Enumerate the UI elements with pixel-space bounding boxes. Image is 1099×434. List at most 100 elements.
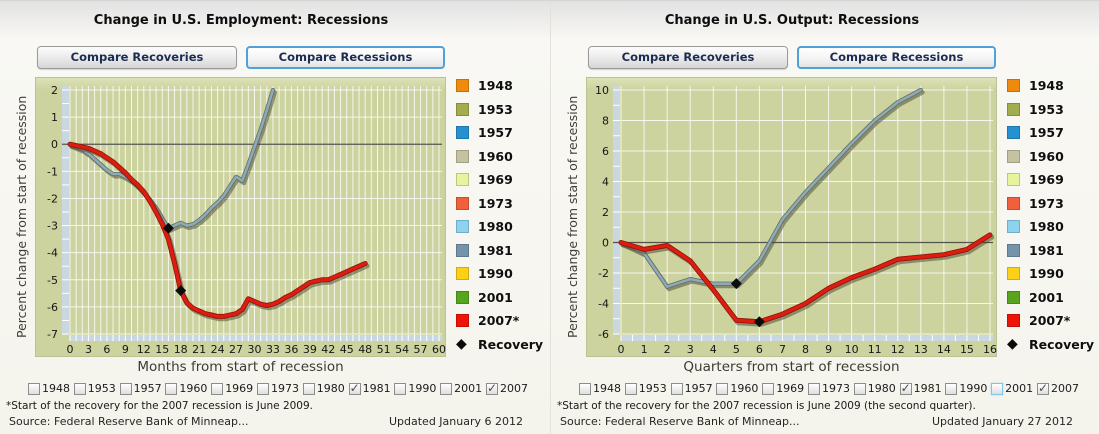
legend-color-swatch bbox=[456, 243, 469, 257]
compare-recoveries-button[interactable]: Compare Recoveries bbox=[588, 46, 788, 69]
svg-text:7: 7 bbox=[779, 343, 786, 356]
svg-text:33: 33 bbox=[266, 343, 280, 356]
checkbox-label: 1980 bbox=[316, 382, 345, 395]
checkbox-box[interactable] bbox=[73, 382, 86, 395]
checkbox-box[interactable] bbox=[807, 382, 820, 395]
checkbox-label: 1957 bbox=[684, 382, 713, 395]
checkbox-1981[interactable]: ✓ 1981 bbox=[899, 381, 942, 395]
svg-text:3: 3 bbox=[85, 343, 92, 356]
checkbox-box[interactable] bbox=[991, 382, 1004, 395]
checkbox-1948[interactable]: 1948 bbox=[579, 382, 621, 395]
checkbox-2007[interactable]: ✓ 2007 bbox=[1036, 381, 1079, 395]
chart-panel-output: Change in U.S. Output: Recessions Compar… bbox=[550, 1, 1099, 434]
svg-text:0: 0 bbox=[67, 343, 74, 356]
checkbox-label: 1969 bbox=[225, 382, 254, 395]
checkbox-box[interactable] bbox=[394, 382, 407, 395]
legend-item: 1990 bbox=[1007, 266, 1099, 281]
legend-item: ◆ Recovery bbox=[1007, 337, 1099, 352]
legend-item: 1969 bbox=[456, 172, 548, 187]
checkbox-1960[interactable]: 1960 bbox=[165, 382, 207, 395]
checkbox-1957[interactable]: 1957 bbox=[119, 382, 162, 395]
checkbox-box[interactable]: ✓ bbox=[485, 380, 498, 395]
checkbox-box[interactable] bbox=[853, 382, 866, 395]
checkbox-1973[interactable]: 1973 bbox=[256, 382, 299, 395]
svg-text:1: 1 bbox=[641, 343, 648, 356]
legend-color-swatch bbox=[1007, 173, 1020, 186]
checkbox-1969[interactable]: 1969 bbox=[211, 382, 253, 395]
checkbox-box[interactable] bbox=[624, 382, 637, 395]
checkbox-1980[interactable]: 1980 bbox=[302, 382, 345, 395]
checkbox-label: 2001 bbox=[1005, 382, 1034, 395]
checkbox-box[interactable] bbox=[945, 382, 958, 395]
svg-text:51: 51 bbox=[377, 343, 391, 356]
svg-text:-2: -2 bbox=[47, 192, 58, 205]
checkbox-1948[interactable]: 1948 bbox=[28, 382, 70, 395]
checkbox-1973[interactable]: 1973 bbox=[807, 382, 850, 395]
checkbox-1953[interactable]: 1953 bbox=[624, 382, 667, 395]
checkbox-box[interactable] bbox=[762, 382, 775, 395]
checkbox-1981[interactable]: ✓ 1981 bbox=[348, 381, 391, 395]
checkbox-1980[interactable]: 1980 bbox=[853, 382, 896, 395]
legend-label: 1990 bbox=[1029, 266, 1064, 281]
recovery-diamond-icon: ◆ bbox=[456, 335, 467, 352]
checkbox-box[interactable] bbox=[256, 382, 269, 395]
legend-color-swatch bbox=[456, 267, 469, 280]
compare-recessions-button[interactable]: Compare Recessions bbox=[246, 46, 445, 69]
legend-item: 1957 bbox=[456, 125, 548, 140]
legend-label: 1973 bbox=[1029, 195, 1064, 211]
svg-text:11: 11 bbox=[868, 343, 882, 356]
svg-text:8: 8 bbox=[802, 343, 809, 356]
checkbox-label: 1990 bbox=[959, 382, 988, 395]
year-checkbox-row: 1948 1953 1957 1960 1969 1973 1980 ✓ 1981 1990 200… bbox=[579, 381, 1079, 395]
legend-item: 1969 bbox=[1007, 172, 1099, 187]
legend-label: 1953 bbox=[478, 101, 513, 117]
svg-text:15: 15 bbox=[960, 343, 974, 356]
checkbox-label: 1973 bbox=[270, 382, 299, 395]
checkbox-label: 2007 bbox=[499, 382, 528, 395]
svg-text:6: 6 bbox=[602, 145, 609, 158]
svg-text:0: 0 bbox=[602, 237, 609, 250]
checkbox-1990[interactable]: 1990 bbox=[945, 382, 987, 395]
checkbox-box[interactable] bbox=[211, 382, 224, 395]
checkbox-box[interactable] bbox=[165, 382, 178, 395]
checkbox-2001[interactable]: 2001 bbox=[440, 382, 482, 395]
checkbox-box[interactable] bbox=[302, 382, 315, 395]
checkbox-1990[interactable]: 1990 bbox=[394, 382, 436, 395]
svg-text:36: 36 bbox=[284, 343, 298, 356]
checkbox-1969[interactable]: 1969 bbox=[762, 382, 804, 395]
legend-item: 1953 bbox=[1007, 102, 1099, 117]
checkbox-1960[interactable]: 1960 bbox=[716, 382, 758, 395]
legend-item: 1990 bbox=[456, 266, 548, 281]
checkbox-box[interactable] bbox=[440, 382, 453, 395]
checkbox-1953[interactable]: 1953 bbox=[73, 382, 116, 395]
compare-recoveries-button[interactable]: Compare Recoveries bbox=[37, 46, 237, 69]
svg-text:9: 9 bbox=[825, 343, 832, 356]
svg-text:10: 10 bbox=[595, 84, 609, 97]
checkbox-label: 1990 bbox=[408, 382, 437, 395]
employment-chart: 0 3 6 9 12 15 18 21 24 27 30 33 36 39 42 45 48 51 54 57 6021… bbox=[47, 84, 446, 356]
checkbox-1957[interactable]: 1957 bbox=[670, 382, 713, 395]
svg-text:3: 3 bbox=[687, 343, 694, 356]
checkbox-box[interactable] bbox=[670, 382, 683, 395]
checkbox-box[interactable] bbox=[28, 382, 40, 395]
checkbox-2001[interactable]: 2001 bbox=[991, 382, 1033, 395]
checkbox-box[interactable] bbox=[716, 382, 729, 395]
checkbox-box[interactable]: ✓ bbox=[899, 381, 912, 395]
checkbox-2007[interactable]: ✓ 2007 bbox=[485, 380, 528, 395]
checkbox-box[interactable] bbox=[579, 382, 591, 395]
checkbox-box[interactable]: ✓ bbox=[1036, 381, 1049, 395]
svg-text:4: 4 bbox=[602, 176, 609, 189]
svg-text:57: 57 bbox=[414, 343, 428, 356]
legend: 1948 1953 1957 1960 1969 1973 1980 1981 1990 2001… bbox=[456, 78, 548, 361]
checkbox-box[interactable] bbox=[119, 382, 132, 395]
svg-text:-6: -6 bbox=[598, 328, 609, 341]
svg-text:-4: -4 bbox=[47, 247, 58, 260]
checkbox-box[interactable]: ✓ bbox=[348, 381, 361, 395]
svg-text:-4: -4 bbox=[598, 298, 609, 311]
svg-text:30: 30 bbox=[248, 343, 262, 356]
legend-item: 2001 bbox=[1007, 290, 1099, 305]
checkbox-label: 1960 bbox=[179, 382, 208, 395]
legend-label: 1957 bbox=[478, 125, 513, 140]
compare-recessions-button[interactable]: Compare Recessions bbox=[797, 46, 996, 69]
check-icon: ✓ bbox=[486, 380, 498, 395]
